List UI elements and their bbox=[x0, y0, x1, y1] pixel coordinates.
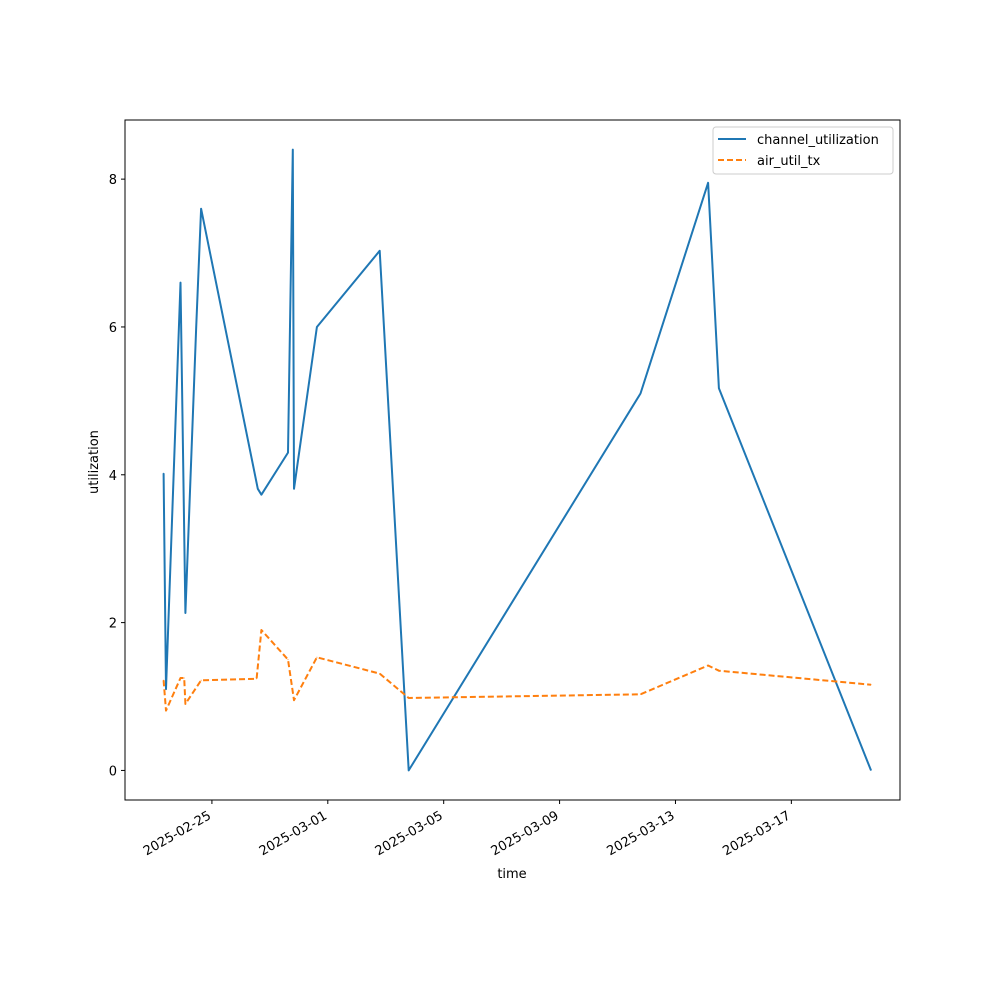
data-point-air-util-tx bbox=[180, 677, 181, 679]
data-point-channel-utilization bbox=[200, 208, 202, 210]
plot-frame bbox=[124, 119, 901, 801]
legend: channel_utilization air_util_tx bbox=[712, 126, 894, 175]
y-tick-label: 0 bbox=[109, 764, 117, 779]
y-axis-label: utilization bbox=[87, 430, 102, 494]
y-tick-label: 2 bbox=[109, 617, 117, 632]
series-layer bbox=[162, 148, 872, 772]
data-point-air-util-tx bbox=[640, 693, 641, 695]
data-point-channel-utilization bbox=[287, 452, 289, 454]
legend-box bbox=[712, 126, 894, 175]
data-point-channel-utilization bbox=[707, 182, 709, 184]
data-point-channel-utilization bbox=[260, 494, 262, 496]
data-point-air-util-tx bbox=[287, 659, 289, 661]
legend-label-air-util-tx: air_util_tx bbox=[757, 154, 821, 169]
data-point-air-util-tx bbox=[260, 629, 262, 631]
y-tick-label: 8 bbox=[109, 173, 117, 188]
series-line-channel-utilization bbox=[162, 148, 872, 772]
y-tick-label: 4 bbox=[109, 469, 117, 484]
data-point-air-util-tx bbox=[379, 673, 381, 675]
data-point-channel-utilization bbox=[316, 326, 318, 328]
y-tick-label: 6 bbox=[109, 321, 117, 336]
y-axis: 0 2 4 6 8 bbox=[109, 173, 125, 779]
data-point-air-util-tx bbox=[718, 670, 720, 672]
data-point-channel-utilization bbox=[165, 688, 167, 690]
data-point-air-util-tx bbox=[184, 703, 186, 705]
data-point-channel-utilization bbox=[408, 769, 410, 771]
data-point-air-util-tx bbox=[293, 699, 295, 701]
series-line-air-util-tx bbox=[162, 629, 872, 712]
x-axis-label: time bbox=[497, 867, 526, 882]
data-point-channel-utilization bbox=[640, 393, 641, 394]
data-point-channel-utilization bbox=[180, 282, 181, 284]
data-point-channel-utilization bbox=[195, 326, 197, 328]
data-point-air-util-tx bbox=[165, 710, 167, 712]
data-point-channel-utilization bbox=[292, 149, 294, 151]
data-point-channel-utilization bbox=[184, 612, 186, 614]
data-point-air-util-tx bbox=[408, 697, 410, 699]
data-point-air-util-tx bbox=[707, 665, 709, 666]
data-point-channel-utilization bbox=[257, 488, 259, 490]
data-point-air-util-tx bbox=[316, 656, 318, 658]
data-point-air-util-tx bbox=[183, 677, 185, 679]
data-point-channel-utilization bbox=[718, 387, 720, 389]
legend-label-channel-utilization: channel_utilization bbox=[757, 133, 879, 148]
data-point-air-util-tx bbox=[870, 684, 872, 686]
data-point-channel-utilization bbox=[293, 488, 295, 490]
data-point-channel-utilization bbox=[163, 472, 165, 474]
data-point-channel-utilization bbox=[870, 769, 872, 771]
data-point-channel-utilization bbox=[379, 250, 381, 252]
data-point-air-util-tx bbox=[163, 679, 165, 681]
data-point-air-util-tx bbox=[200, 679, 202, 681]
data-point-air-util-tx bbox=[256, 678, 258, 680]
